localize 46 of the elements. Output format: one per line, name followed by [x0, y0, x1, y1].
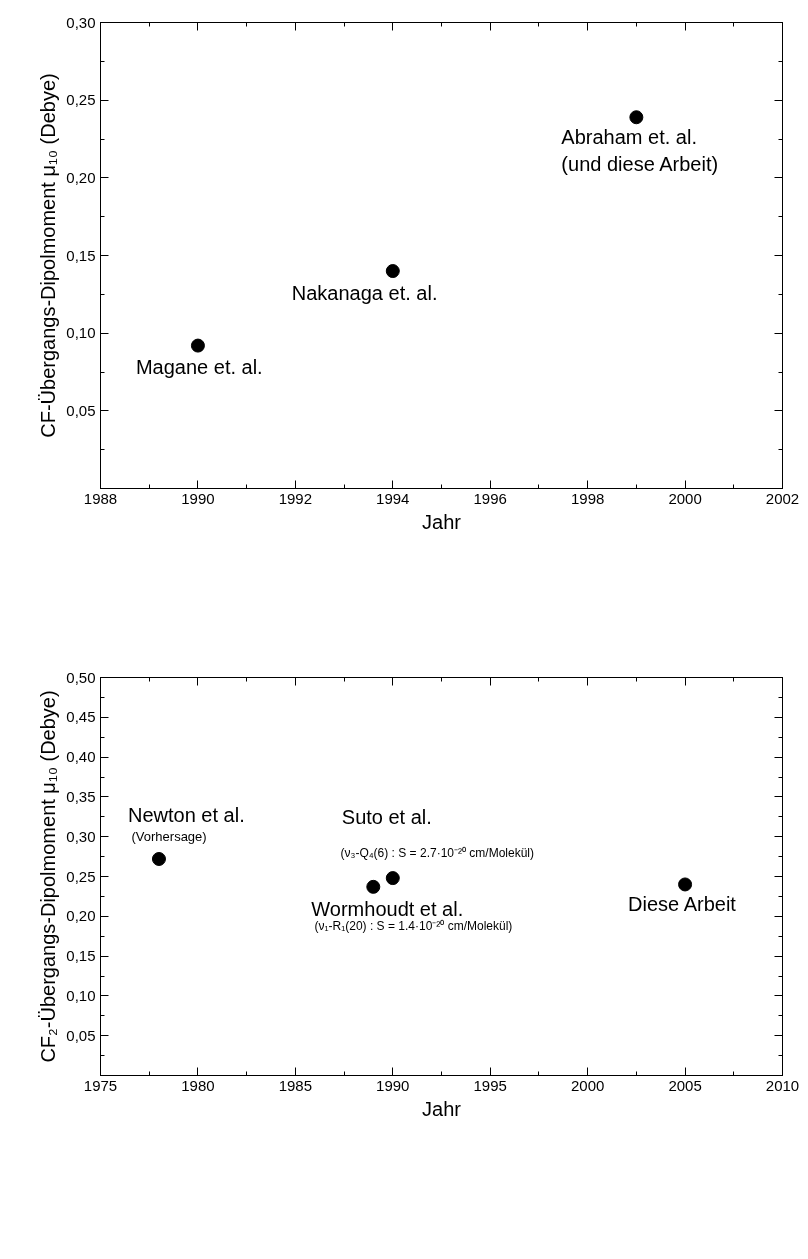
annotation: (Vorhersage) [131, 828, 207, 844]
y-tick-label: 0,20 [66, 168, 96, 186]
y-axis-title: CF-Übergangs-Dipolmoment μ₁₀ (Debye) [37, 73, 60, 438]
annotation: Suto et al. [341, 806, 432, 829]
y-tick-label: 0,20 [66, 907, 96, 925]
x-tick-label: 1996 [473, 489, 507, 507]
x-tick-label: 1994 [376, 489, 410, 507]
x-tick-label: 2000 [668, 489, 702, 507]
y-tick-label: 0,40 [66, 748, 96, 766]
y-axis-title: CF₂-Übergangs-Dipolmoment μ₁₀ (Debye) [37, 690, 60, 1063]
x-tick-label: 1990 [376, 1076, 410, 1094]
x-axis-title: Jahr [422, 1097, 462, 1120]
annotation: Abraham et. al. (und diese Arbeit) [561, 126, 719, 175]
x-tick-label: 1995 [473, 1076, 507, 1094]
x-tick-label: 2005 [668, 1076, 702, 1094]
y-tick-label: 0,15 [66, 246, 96, 264]
x-tick-label: 1992 [278, 489, 313, 507]
x-tick-label: 1988 [83, 489, 118, 507]
y-tick-label: 0,30 [66, 13, 96, 31]
y-tick-label: 0,15 [66, 947, 96, 965]
y-tick-label: 0,05 [66, 1026, 96, 1044]
y-tick-label: 0,50 [66, 668, 96, 686]
x-tick-label: 2000 [570, 1076, 605, 1094]
annotation: Magane et. al. [135, 355, 263, 378]
x-tick-label: 2002 [765, 489, 800, 507]
y-tick-label: 0,05 [66, 401, 96, 419]
y-tick-label: 0,10 [66, 324, 96, 342]
x-tick-label: 1998 [570, 489, 605, 507]
x-tick-label: 1990 [181, 489, 215, 507]
x-tick-label: 1975 [83, 1076, 118, 1094]
y-tick-label: 0,25 [66, 91, 96, 109]
y-tick-label: 0,45 [66, 708, 96, 726]
annotation: (ν₁-R₁(20) : S = 1.4·10⁻²⁰ cm/Molekül) [314, 918, 513, 933]
y-tick-label: 0,25 [66, 867, 96, 885]
annotation: Newton et al. [127, 803, 245, 826]
annotation: (ν₃-Q₄(6) : S = 2.7·10⁻²⁰ cm/Molekül) [340, 845, 534, 860]
annotation: Diese Arbeit [628, 893, 737, 916]
annotation: Wormhoudt et al. [311, 897, 464, 920]
annotation: Nakanaga et. al. [291, 282, 438, 305]
x-axis-title: Jahr [422, 510, 462, 533]
x-tick-label: 1980 [181, 1076, 215, 1094]
y-tick-label: 0,35 [66, 787, 96, 805]
y-tick-label: 0,30 [66, 827, 96, 845]
x-tick-label: 2010 [765, 1076, 800, 1094]
x-tick-label: 1985 [278, 1076, 313, 1094]
y-tick-label: 0,10 [66, 986, 96, 1004]
